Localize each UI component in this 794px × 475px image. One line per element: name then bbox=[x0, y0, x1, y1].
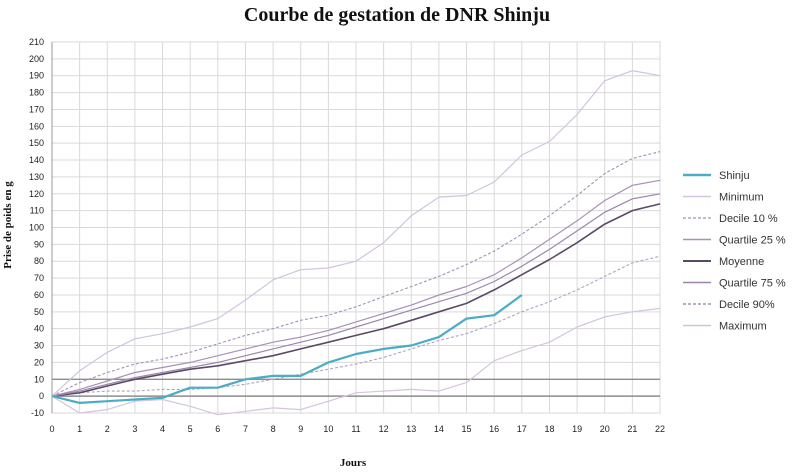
y-tick-labels: -10 0 10 20 30 40 50 60 70 80 90 100 110 120 130 140 150… bbox=[29, 37, 44, 418]
y-tick-label: -10 bbox=[31, 408, 44, 418]
x-tick-label: 0 bbox=[49, 424, 54, 434]
x-axis-label: Jours bbox=[340, 457, 367, 469]
legend-label-minimum: Minimum bbox=[719, 192, 764, 204]
y-tick-label: 70 bbox=[34, 273, 44, 283]
x-tick-label: 12 bbox=[379, 424, 389, 434]
x-tick-label: 8 bbox=[271, 424, 276, 434]
axes bbox=[51, 42, 660, 413]
y-tick-label: 130 bbox=[29, 172, 44, 182]
legend-label-decile-90: Decile 90% bbox=[719, 299, 775, 311]
legend-label-quartile-75: Quartile 75 % bbox=[719, 278, 786, 290]
series-line-minimum bbox=[51, 307, 661, 416]
legend-label-shinju: Shinju bbox=[719, 170, 750, 182]
x-tick-label: 17 bbox=[517, 424, 527, 434]
y-tick-label: 40 bbox=[34, 324, 44, 334]
legend-label-quartile-25: Quartile 25 % bbox=[719, 235, 786, 247]
x-tick-label: 13 bbox=[406, 424, 416, 434]
y-tick-label: 0 bbox=[39, 391, 44, 401]
x-tick-label: 11 bbox=[351, 424, 360, 434]
y-tick-label: 170 bbox=[29, 104, 44, 114]
series-line-decile-90 bbox=[51, 151, 661, 397]
y-tick-label: 190 bbox=[29, 71, 44, 81]
y-tick-label: 60 bbox=[34, 290, 44, 300]
y-tick-label: 80 bbox=[34, 256, 44, 266]
y-tick-label: 10 bbox=[34, 374, 44, 384]
y-tick-label: 200 bbox=[29, 54, 44, 64]
y-tick-label: 180 bbox=[29, 88, 44, 98]
x-tick-label: 20 bbox=[600, 424, 610, 434]
y-axis-label: Prise de poids en g bbox=[2, 181, 14, 269]
y-tick-label: 50 bbox=[34, 307, 44, 317]
series-line-maximum bbox=[51, 70, 661, 397]
y-tick-label: 140 bbox=[29, 155, 44, 165]
x-tick-label: 7 bbox=[243, 424, 248, 434]
legend-label-moyenne: Moyenne bbox=[719, 256, 764, 268]
chart-title: Courbe de gestation de DNR Shinju bbox=[243, 4, 551, 26]
legend: Shinju Minimum Decile 10 % Quartile 25 % Moy… bbox=[683, 170, 786, 333]
x-tick-label: 1 bbox=[77, 424, 82, 434]
y-tick-label: 210 bbox=[29, 37, 44, 47]
grid bbox=[51, 41, 661, 414]
series-line-decile-10 bbox=[51, 255, 661, 397]
series-line-quartile-25 bbox=[51, 179, 661, 397]
y-tick-label: 30 bbox=[34, 341, 44, 351]
x-tick-label: 15 bbox=[462, 424, 472, 434]
x-tick-label: 6 bbox=[215, 424, 220, 434]
legend-label-decile-10: Decile 10 % bbox=[719, 213, 778, 225]
x-tick-label: 4 bbox=[160, 424, 165, 434]
series-line-shinju bbox=[51, 294, 523, 404]
x-tick-label: 19 bbox=[572, 424, 582, 434]
y-tick-label: 20 bbox=[34, 357, 44, 367]
series-line-moyenne bbox=[51, 203, 661, 397]
x-tick-label: 5 bbox=[188, 424, 193, 434]
y-tick-label: 100 bbox=[29, 223, 44, 233]
x-tick-label: 3 bbox=[132, 424, 137, 434]
legend-label-maximum: Maximum bbox=[719, 321, 767, 333]
x-tick-label: 14 bbox=[434, 424, 444, 434]
series-line-quartile-75 bbox=[51, 193, 661, 397]
x-tick-label: 21 bbox=[627, 424, 637, 434]
x-tick-label: 22 bbox=[655, 424, 665, 434]
y-tick-label: 150 bbox=[29, 138, 44, 148]
y-tick-label: 160 bbox=[29, 121, 44, 131]
y-tick-label: 120 bbox=[29, 189, 44, 199]
x-tick-labels: 0 1 2 3 4 5 6 7 8 9 10 11 12 13 14 15 16 17 18 19 20 21 22 bbox=[49, 424, 665, 434]
x-tick-label: 2 bbox=[105, 424, 110, 434]
x-tick-label: 9 bbox=[298, 424, 303, 434]
y-tick-label: 110 bbox=[30, 206, 44, 216]
x-tick-label: 10 bbox=[323, 424, 333, 434]
y-tick-label: 90 bbox=[34, 239, 44, 249]
x-tick-label: 16 bbox=[489, 424, 499, 434]
series-lines bbox=[51, 70, 661, 416]
x-tick-label: 18 bbox=[544, 424, 554, 434]
